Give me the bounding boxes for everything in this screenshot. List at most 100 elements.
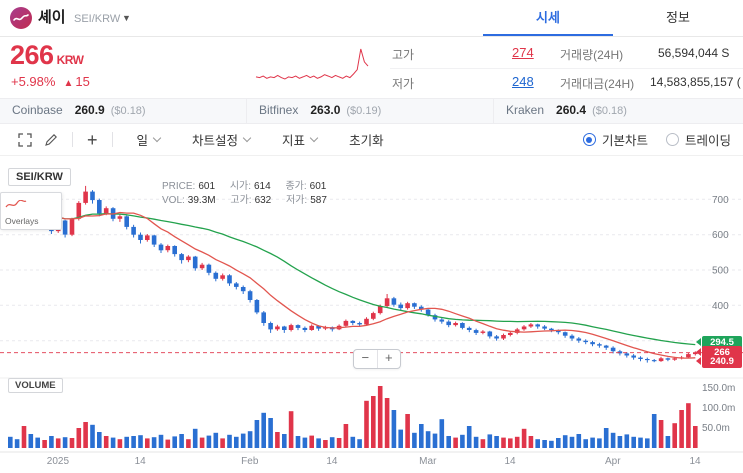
current-price-value: 266 xyxy=(10,40,54,70)
volume-24h-value: 56,594,044 S xyxy=(658,46,730,60)
radio-trading-label: 트레이딩 xyxy=(684,134,731,148)
svg-text:400: 400 xyxy=(712,301,729,312)
legend-row-price: PRICE: 601 시가: 614 종가: 601 xyxy=(162,180,339,194)
chart-legend: PRICE: 601 시가: 614 종가: 601 VOL: 39.3M 고가: 632… xyxy=(162,180,339,208)
reset-label: 초기화 xyxy=(349,134,384,148)
turnover-24h-value: 14,583,855,157 ( xyxy=(650,75,741,89)
exchange-usd: ($0.18) xyxy=(592,105,627,117)
exchange-compare-bar: Coinbase 260.9 ($0.18) Bitfinex 263.0 ($0.19… xyxy=(0,98,743,124)
high-value[interactable]: 274 xyxy=(512,45,534,60)
svg-text:14: 14 xyxy=(326,456,338,467)
chevron-down-icon xyxy=(242,133,252,143)
volume-pane-label: VOLUME xyxy=(8,378,63,393)
svg-text:50.0m: 50.0m xyxy=(702,423,730,434)
exchange-price: 260.9 xyxy=(74,103,105,117)
interval-label: 일 xyxy=(136,134,149,148)
chevron-down-icon xyxy=(309,133,319,143)
sei-logo-icon xyxy=(10,7,32,29)
stats-divider xyxy=(390,68,743,69)
zoom-in-button[interactable]: + xyxy=(384,350,393,365)
zoom-out-button[interactable]: − xyxy=(354,350,378,368)
mini-sparkline-chart xyxy=(255,48,369,80)
exchange-bitfinex: Bitfinex 263.0 ($0.19) xyxy=(247,99,494,123)
toolbar-divider xyxy=(111,132,113,147)
overlays-label: Overlays xyxy=(5,216,39,226)
svg-text:700: 700 xyxy=(712,195,729,206)
svg-text:2025: 2025 xyxy=(47,456,70,467)
exchange-price: 263.0 xyxy=(310,103,341,117)
legend-value: 587 xyxy=(310,195,327,206)
interval-select[interactable]: 일 xyxy=(131,129,167,150)
legend-label: VOL: xyxy=(162,195,185,206)
exchange-kraken: Kraken 260.4 ($0.18) xyxy=(494,99,741,123)
radio-basic-label: 기본차트 xyxy=(601,134,648,148)
overlays-panel[interactable]: Overlays xyxy=(0,192,62,230)
legend-value: 601 xyxy=(198,181,216,192)
svg-text:14: 14 xyxy=(689,456,701,467)
fullscreen-icon[interactable] xyxy=(12,131,38,149)
svg-text:Apr: Apr xyxy=(605,456,621,467)
price-change: +5.98% ▲ 15 xyxy=(11,74,90,89)
tab-market-price[interactable]: 시세 xyxy=(483,0,613,36)
chart-settings-select[interactable]: 차트설정 xyxy=(186,129,256,150)
chart-settings-label: 차트설정 xyxy=(192,134,239,148)
legend-label: PRICE: xyxy=(162,181,196,192)
legend-value: 601 xyxy=(309,181,327,192)
chart-symbol-box: SEI/KRW xyxy=(8,168,71,186)
exchange-name[interactable]: Coinbase xyxy=(12,103,63,117)
price-badge-lower: 240.9 xyxy=(696,354,742,368)
candlestick-chart[interactable]: 700 600 500 400 150.0m 100.0m 50.0m 2025 14 Feb 14… xyxy=(0,156,743,473)
radio-selected-icon xyxy=(582,133,596,146)
tab-info[interactable]: 정보 xyxy=(666,10,690,25)
exchange-name[interactable]: Kraken xyxy=(506,103,545,117)
price-summary: 266 KRW +5.98% ▲ 15 고가 274 거래량(24H) 56,594,… xyxy=(0,36,743,98)
top-header: 셰이 SEI/KRW ▼ 시세 정보 xyxy=(0,0,743,37)
exchange-usd: ($0.18) xyxy=(110,105,146,117)
radio-unselected-icon xyxy=(665,133,679,146)
svg-text:600: 600 xyxy=(712,230,729,241)
chevron-down-icon[interactable]: ▼ xyxy=(122,13,131,23)
turnover-24h-label: 거래대금(24H) xyxy=(560,77,635,91)
radio-basic-chart[interactable]: 기본차트 xyxy=(582,130,648,149)
svg-text:150.0m: 150.0m xyxy=(702,383,735,394)
indicator-label: 지표 xyxy=(282,134,306,148)
price-badge-upper: 294.5 xyxy=(696,335,742,349)
chart-type-radios: 기본차트 트레이딩 xyxy=(582,130,731,149)
low-label: 저가 xyxy=(392,77,415,91)
indicator-select[interactable]: 지표 xyxy=(276,129,323,150)
exchange-price: 260.4 xyxy=(556,103,587,117)
exchange-name[interactable]: Bitfinex xyxy=(259,103,299,117)
volume-24h-label: 거래량(24H) xyxy=(560,48,624,62)
legend-label: 종가: xyxy=(285,181,307,192)
add-chart-icon[interactable]: + xyxy=(81,131,104,149)
tab-bar: 시세 정보 xyxy=(483,0,743,36)
draw-pencil-icon[interactable] xyxy=(38,131,64,149)
low-value[interactable]: 248 xyxy=(512,74,534,89)
candlestick-chart-area[interactable]: 700 600 500 400 150.0m 100.0m 50.0m 2025 14 Feb 14… xyxy=(0,156,743,473)
chart-toolbar: + 일 차트설정 지표 초기화 기본차트 트레이딩 xyxy=(0,124,743,156)
currency-label: KRW xyxy=(56,53,84,67)
reset-button[interactable]: 초기화 xyxy=(343,129,390,150)
exchange-coinbase: Coinbase 260.9 ($0.18) xyxy=(0,99,247,123)
overlay-line-icon xyxy=(5,199,27,208)
radio-trading-chart[interactable]: 트레이딩 xyxy=(665,130,731,149)
legend-row-volume: VOL: 39.3M 고가: 632 저가: 587 xyxy=(162,194,339,208)
legend-value: 614 xyxy=(254,181,271,192)
svg-text:500: 500 xyxy=(712,266,729,277)
high-label: 고가 xyxy=(392,48,415,62)
change-percent: +5.98% xyxy=(11,74,56,89)
svg-text:100.0m: 100.0m xyxy=(702,403,735,414)
current-price: 266 KRW xyxy=(10,40,84,71)
zoom-control: − + xyxy=(353,349,401,369)
svg-text:Feb: Feb xyxy=(241,456,259,467)
svg-text:14: 14 xyxy=(135,456,147,467)
legend-label: 저가: xyxy=(286,195,308,206)
legend-label: 시가: xyxy=(229,181,251,192)
coin-name: 셰이 xyxy=(38,9,66,26)
coin-pair: SEI/KRW xyxy=(74,13,121,25)
toolbar-divider xyxy=(72,132,73,147)
legend-value: 632 xyxy=(254,195,272,206)
legend-value: 39.3M xyxy=(187,195,216,206)
up-arrow-icon: ▲ xyxy=(63,78,74,89)
